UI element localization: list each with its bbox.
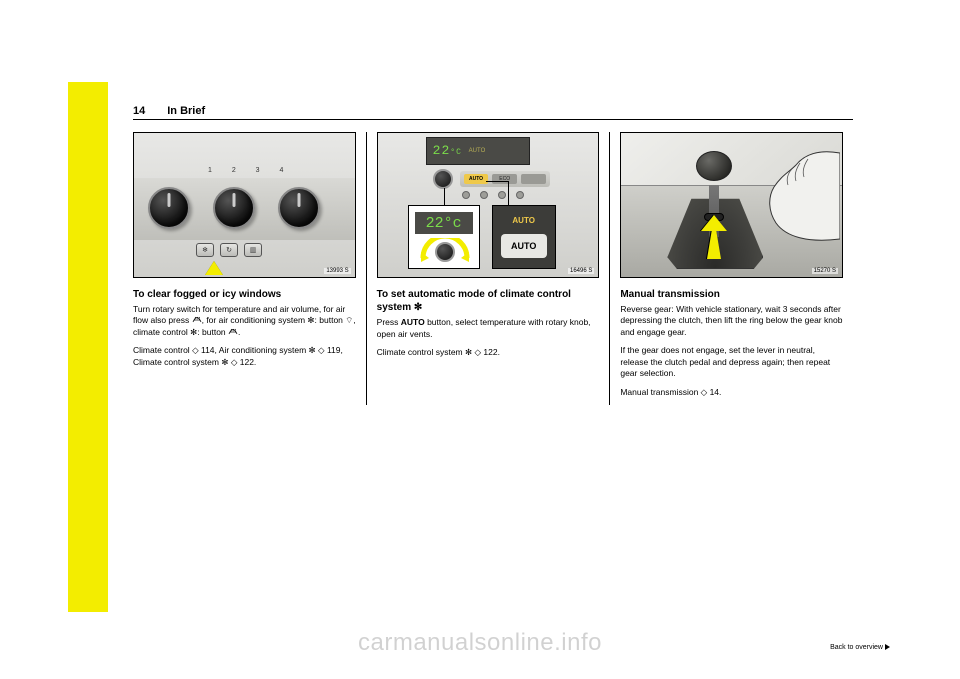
col3-para2: If the gear does not engage, set the lev… (620, 345, 843, 379)
margin-tab (68, 82, 108, 612)
col2-heading: To set automatic mode of climate control… (377, 288, 600, 314)
illustration-auto-climate: 22°C AUTO AUTO ECO 22°c (377, 132, 600, 278)
watermark: carmanualsonline.info (0, 629, 960, 657)
defrost-icon (192, 315, 202, 326)
hand-icon (748, 143, 840, 253)
page: 14 In Brief 1 2 3 4 ❄ ↻ ▥ (0, 0, 960, 679)
header-rule (133, 119, 853, 120)
snowflake-icon: ✻ (465, 347, 472, 358)
text: 14. (707, 387, 721, 397)
climate-display: 22°C AUTO (426, 137, 530, 165)
illustration-climate-dials: 1 2 3 4 ❄ ↻ ▥ 13993 S (133, 132, 356, 278)
snowflake-icon: ✻ (309, 345, 316, 356)
temperature-dial (148, 187, 190, 229)
play-icon (885, 644, 890, 650)
text: Climate control (133, 345, 192, 355)
column-2: 22°C AUTO AUTO ECO 22°c (366, 132, 610, 405)
display-temp: 22°C (433, 143, 462, 158)
text: Manual transmission (620, 387, 700, 397)
button-strip: AUTO ECO (460, 171, 550, 187)
eco-chip: ECO (492, 174, 517, 184)
text: 122. (481, 347, 500, 357)
display-auto: AUTO (469, 148, 486, 154)
snowflake-icon: ✻ (307, 315, 314, 326)
callout-auto-button: AUTO (501, 234, 547, 258)
col2-para2: Climate control system ✻ ◇ 122. (377, 347, 600, 358)
page-number: 14 (133, 105, 145, 117)
text: . (238, 327, 240, 337)
column-3: 15270 S Manual transmission Reverse gear… (609, 132, 853, 405)
col1-para1: Turn rotary switch for temperature and a… (133, 304, 356, 338)
callout-knob: 22°c (408, 205, 480, 269)
col3-heading: Manual transmission (620, 288, 843, 301)
text: : button (315, 315, 346, 325)
auto-bold: AUTO (401, 317, 425, 327)
text: 114, Air conditioning system (199, 345, 309, 355)
snowflake-icon: ✻ (221, 357, 228, 368)
leader-line (486, 181, 508, 182)
back-to-overview-link[interactable]: Back to overview (830, 644, 890, 651)
misc-chip (521, 174, 546, 184)
recirc-button-icon: ↻ (220, 243, 238, 257)
col1-heading: To clear fogged or icy windows (133, 288, 356, 301)
snowflake-icon: ✻ (414, 301, 422, 314)
content-area: 14 In Brief 1 2 3 4 ❄ ↻ ▥ (133, 105, 853, 405)
text: To set automatic mode of climate control… (377, 289, 571, 313)
callout-auto-label: AUTO (493, 216, 555, 225)
columns: 1 2 3 4 ❄ ↻ ▥ 13993 S To clear fogged or… (133, 132, 853, 405)
col2-para1: Press AUTO button, select temperature wi… (377, 317, 600, 340)
text: 122. (237, 357, 256, 367)
image-id: 13993 S (324, 268, 350, 274)
section-title: In Brief (167, 105, 205, 117)
airflow-dial (278, 187, 320, 229)
callout-lcd: 22°c (415, 212, 473, 234)
callout-knob-dial (435, 242, 455, 262)
temp-knob (433, 169, 453, 189)
leader-line (508, 181, 509, 205)
image-id: 16496 S (568, 268, 594, 274)
col3-para1: Reverse gear: With vehicle stationary, w… (620, 304, 843, 338)
button-row: ❄ ↻ ▥ (196, 243, 262, 257)
col1-para2: Climate control ◇ 114, Air conditioning … (133, 345, 356, 368)
fan-scale: 1 2 3 4 (208, 167, 292, 174)
fan-dial (213, 187, 255, 229)
auto-chip: AUTO (464, 174, 489, 184)
col3-para3: Manual transmission ◇ 14. (620, 387, 843, 398)
text: Press (377, 317, 401, 327)
text: , for air conditioning system (202, 315, 308, 325)
defrost-icon (228, 327, 238, 338)
highlight-arrow-icon (205, 261, 223, 275)
leader-line (444, 188, 445, 206)
illustration-gearshift: 15270 S (620, 132, 843, 278)
callout-auto: AUTO AUTO (492, 205, 556, 269)
image-id: 15270 S (812, 268, 838, 274)
text: Climate control system (377, 347, 465, 357)
back-label: Back to overview (830, 644, 883, 651)
page-header: 14 In Brief (133, 105, 853, 117)
small-buttons (462, 191, 524, 199)
rear-defog-button-icon: ▥ (244, 243, 262, 257)
column-1: 1 2 3 4 ❄ ↻ ▥ 13993 S To clear fogged or… (133, 132, 366, 405)
text: : button (197, 327, 228, 337)
lift-arrow-icon (707, 217, 721, 259)
defrost-button-icon: ❄ (196, 243, 214, 257)
